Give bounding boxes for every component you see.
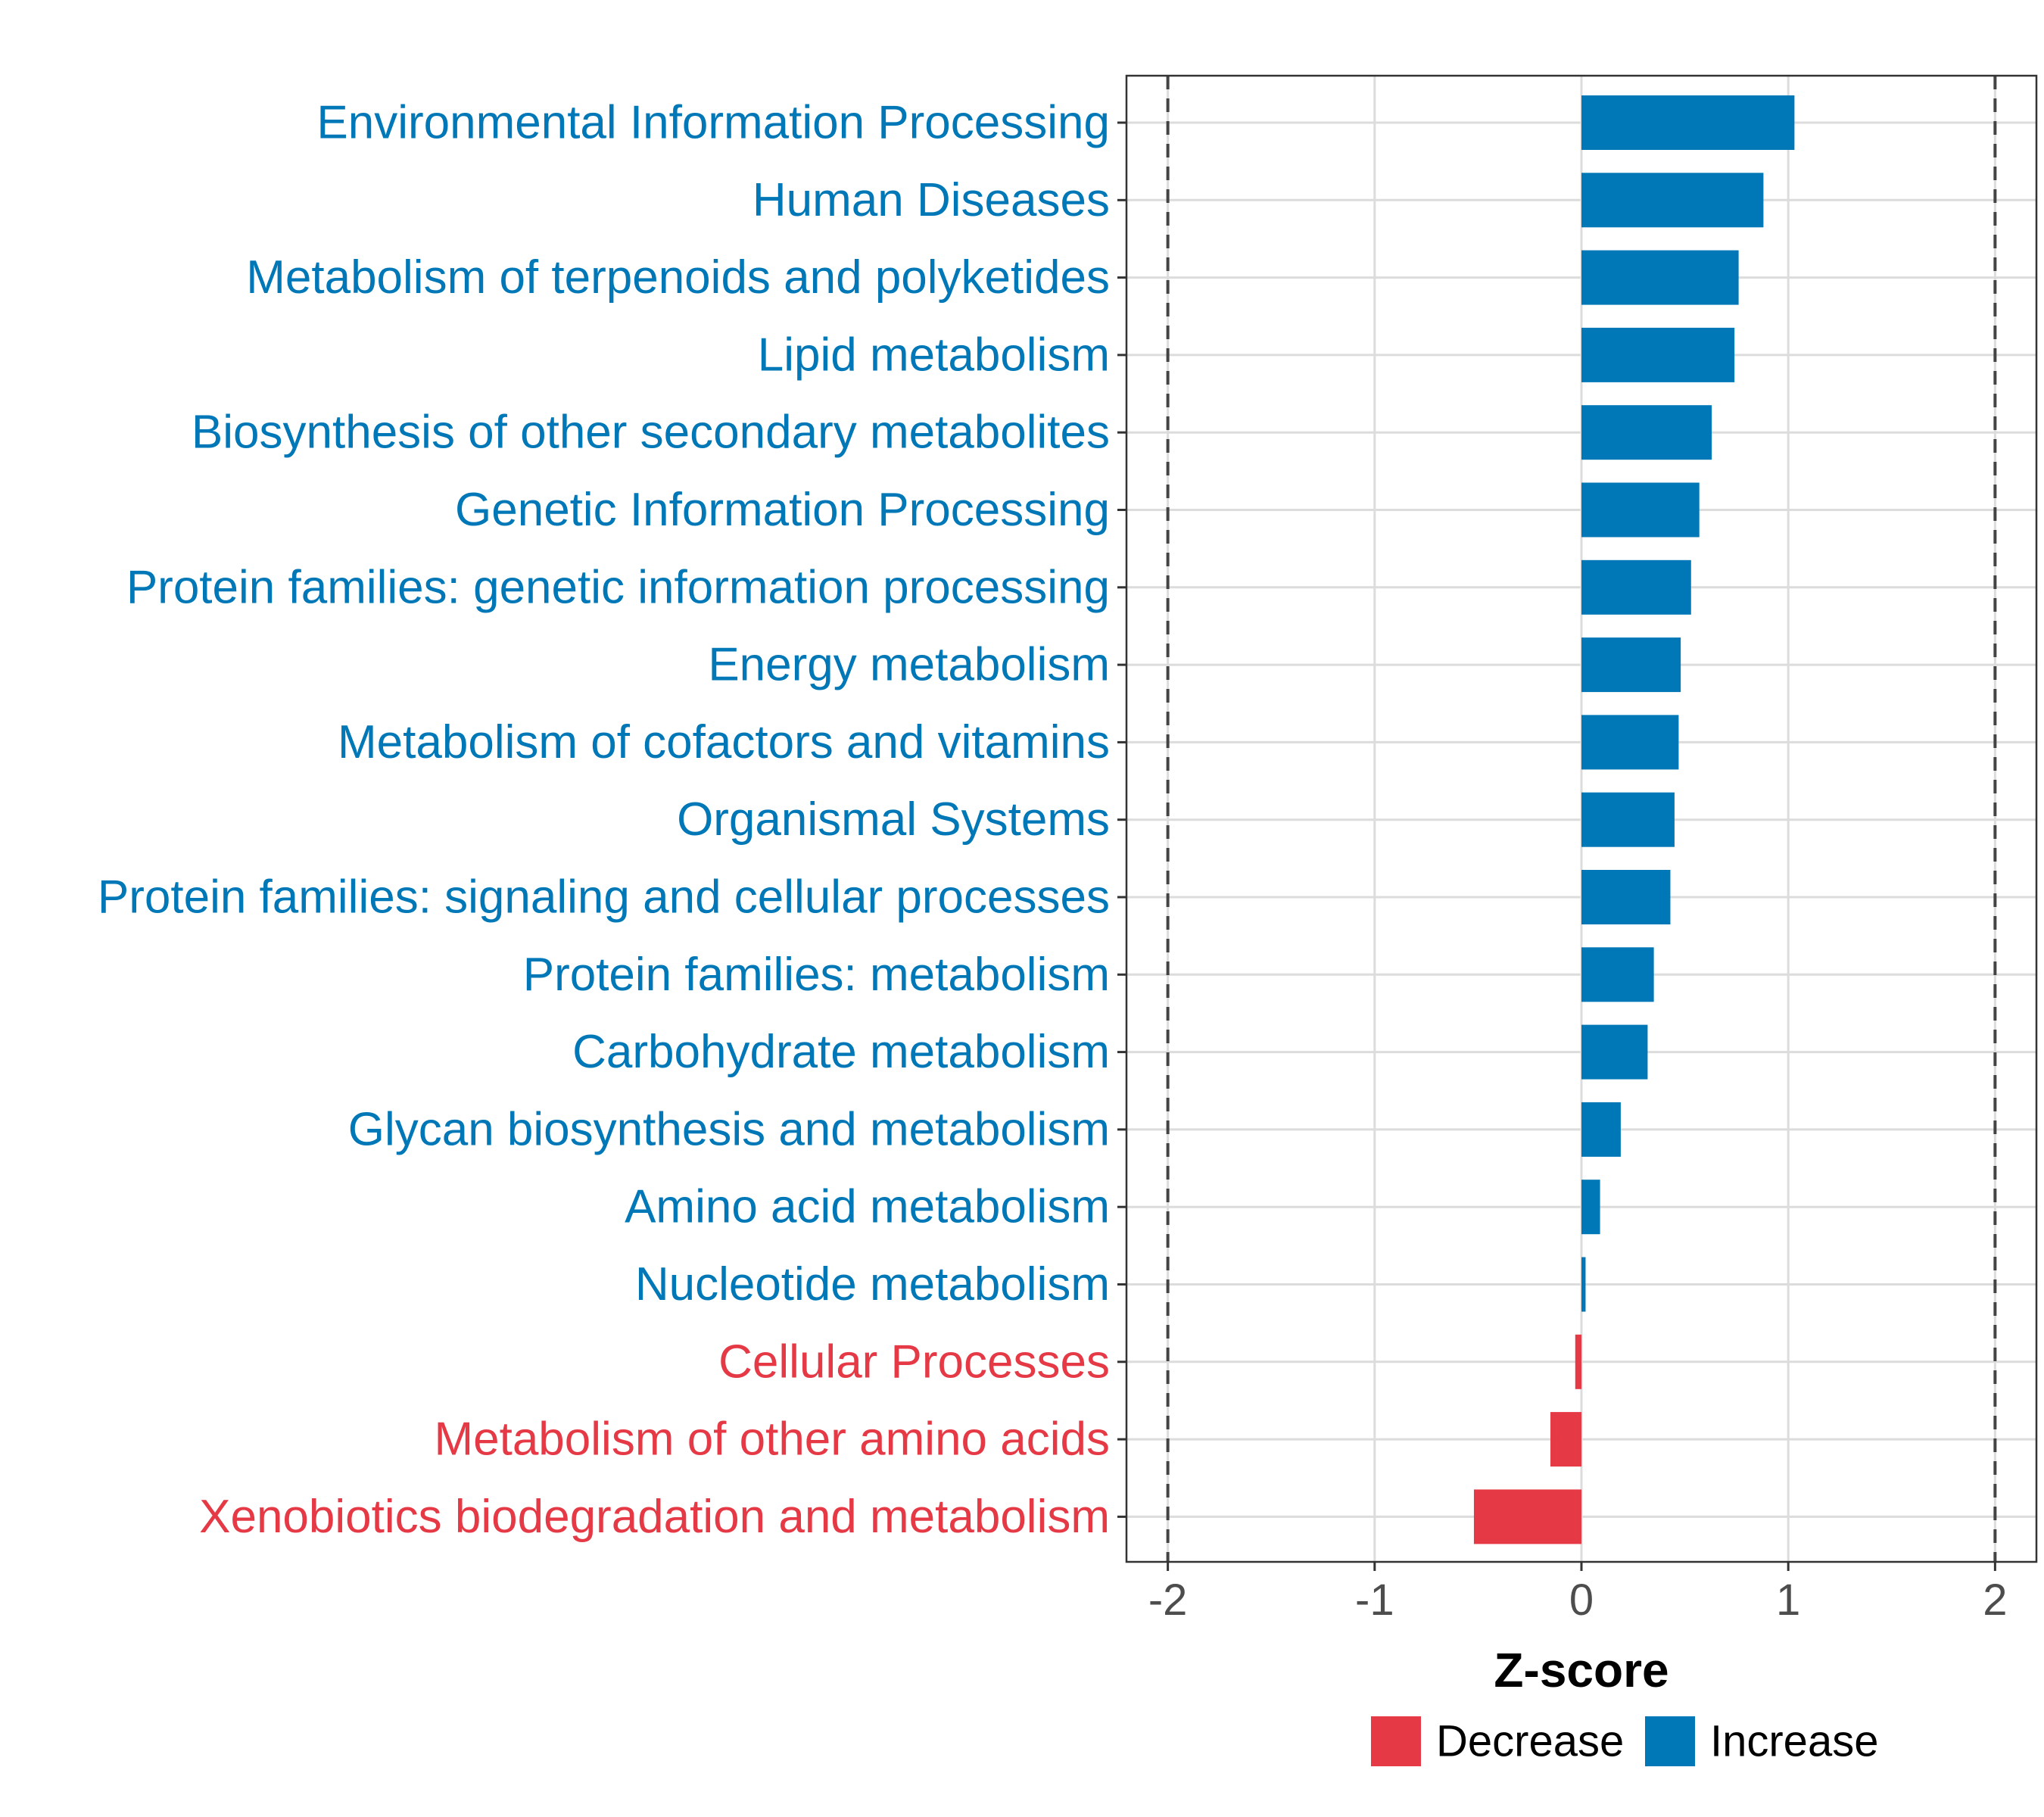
- category-label: Nucleotide metabolism: [635, 1258, 1110, 1311]
- bar: [1581, 1102, 1621, 1157]
- legend-swatch-decrease: [1371, 1716, 1421, 1766]
- x-axis-title: Z-score: [1494, 1643, 1669, 1697]
- bar: [1550, 1412, 1581, 1467]
- y-axis-labels: Environmental Information Processing Huma…: [98, 97, 1110, 1543]
- reference-lines: [1166, 76, 1997, 1562]
- bar: [1581, 870, 1671, 924]
- category-label: Lipid metabolism: [758, 329, 1110, 381]
- category-label: Human Diseases: [752, 174, 1110, 226]
- bar: [1581, 1024, 1648, 1080]
- category-label: Protein families: signaling and cellular…: [98, 871, 1110, 924]
- category-label: Amino acid metabolism: [625, 1181, 1110, 1233]
- y-axis-ticks: [1117, 121, 1126, 1518]
- category-label: Carbohydrate metabolism: [572, 1026, 1110, 1078]
- bar: [1581, 1257, 1586, 1312]
- bar: [1581, 1180, 1600, 1235]
- bar: [1581, 405, 1712, 460]
- bar: [1581, 947, 1654, 1002]
- category-label: Organismal Systems: [677, 793, 1110, 846]
- category-label: Metabolism of terpenoids and polyketides: [246, 251, 1110, 304]
- category-label: Xenobiotics biodegradation and metabolis…: [199, 1491, 1110, 1543]
- bar: [1473, 1489, 1581, 1544]
- bar: [1581, 482, 1700, 538]
- x-axis-ticks: -2 -1 0 1 2: [1148, 1562, 2007, 1625]
- legend-swatch-increase: [1645, 1716, 1695, 1766]
- bar: [1581, 559, 1691, 615]
- legend-label-increase: Increase: [1710, 1717, 1878, 1766]
- category-label: Protein families: metabolism: [523, 949, 1110, 1001]
- x-tick-label: 0: [1569, 1575, 1594, 1625]
- bar: [1581, 637, 1681, 693]
- category-label: Protein families: genetic information pr…: [126, 561, 1110, 613]
- category-label: Genetic Information Processing: [455, 484, 1110, 536]
- bar: [1581, 173, 1764, 228]
- bar: [1581, 792, 1675, 847]
- bar: [1581, 327, 1735, 382]
- category-label: Glycan biosynthesis and metabolism: [348, 1103, 1110, 1155]
- x-tick-label: -1: [1355, 1575, 1394, 1625]
- legend: Decrease Increase: [1371, 1716, 1878, 1766]
- x-tick-label: 1: [1776, 1575, 1800, 1625]
- bars: [1473, 95, 1795, 1544]
- x-tick-label: 2: [1983, 1575, 2007, 1625]
- category-label: Biosynthesis of other secondary metaboli…: [192, 407, 1110, 459]
- category-label: Metabolism of cofactors and vitamins: [338, 716, 1110, 768]
- category-label: Cellular Processes: [718, 1335, 1110, 1388]
- x-tick-label: -2: [1148, 1575, 1188, 1625]
- bar: [1581, 250, 1739, 305]
- bar: [1581, 95, 1795, 150]
- category-label: Energy metabolism: [708, 639, 1110, 691]
- category-label: Environmental Information Processing: [316, 97, 1110, 149]
- category-label: Metabolism of other amino acids: [434, 1413, 1110, 1466]
- bar: [1575, 1334, 1581, 1389]
- bar: [1581, 715, 1679, 770]
- legend-label-decrease: Decrease: [1436, 1717, 1624, 1766]
